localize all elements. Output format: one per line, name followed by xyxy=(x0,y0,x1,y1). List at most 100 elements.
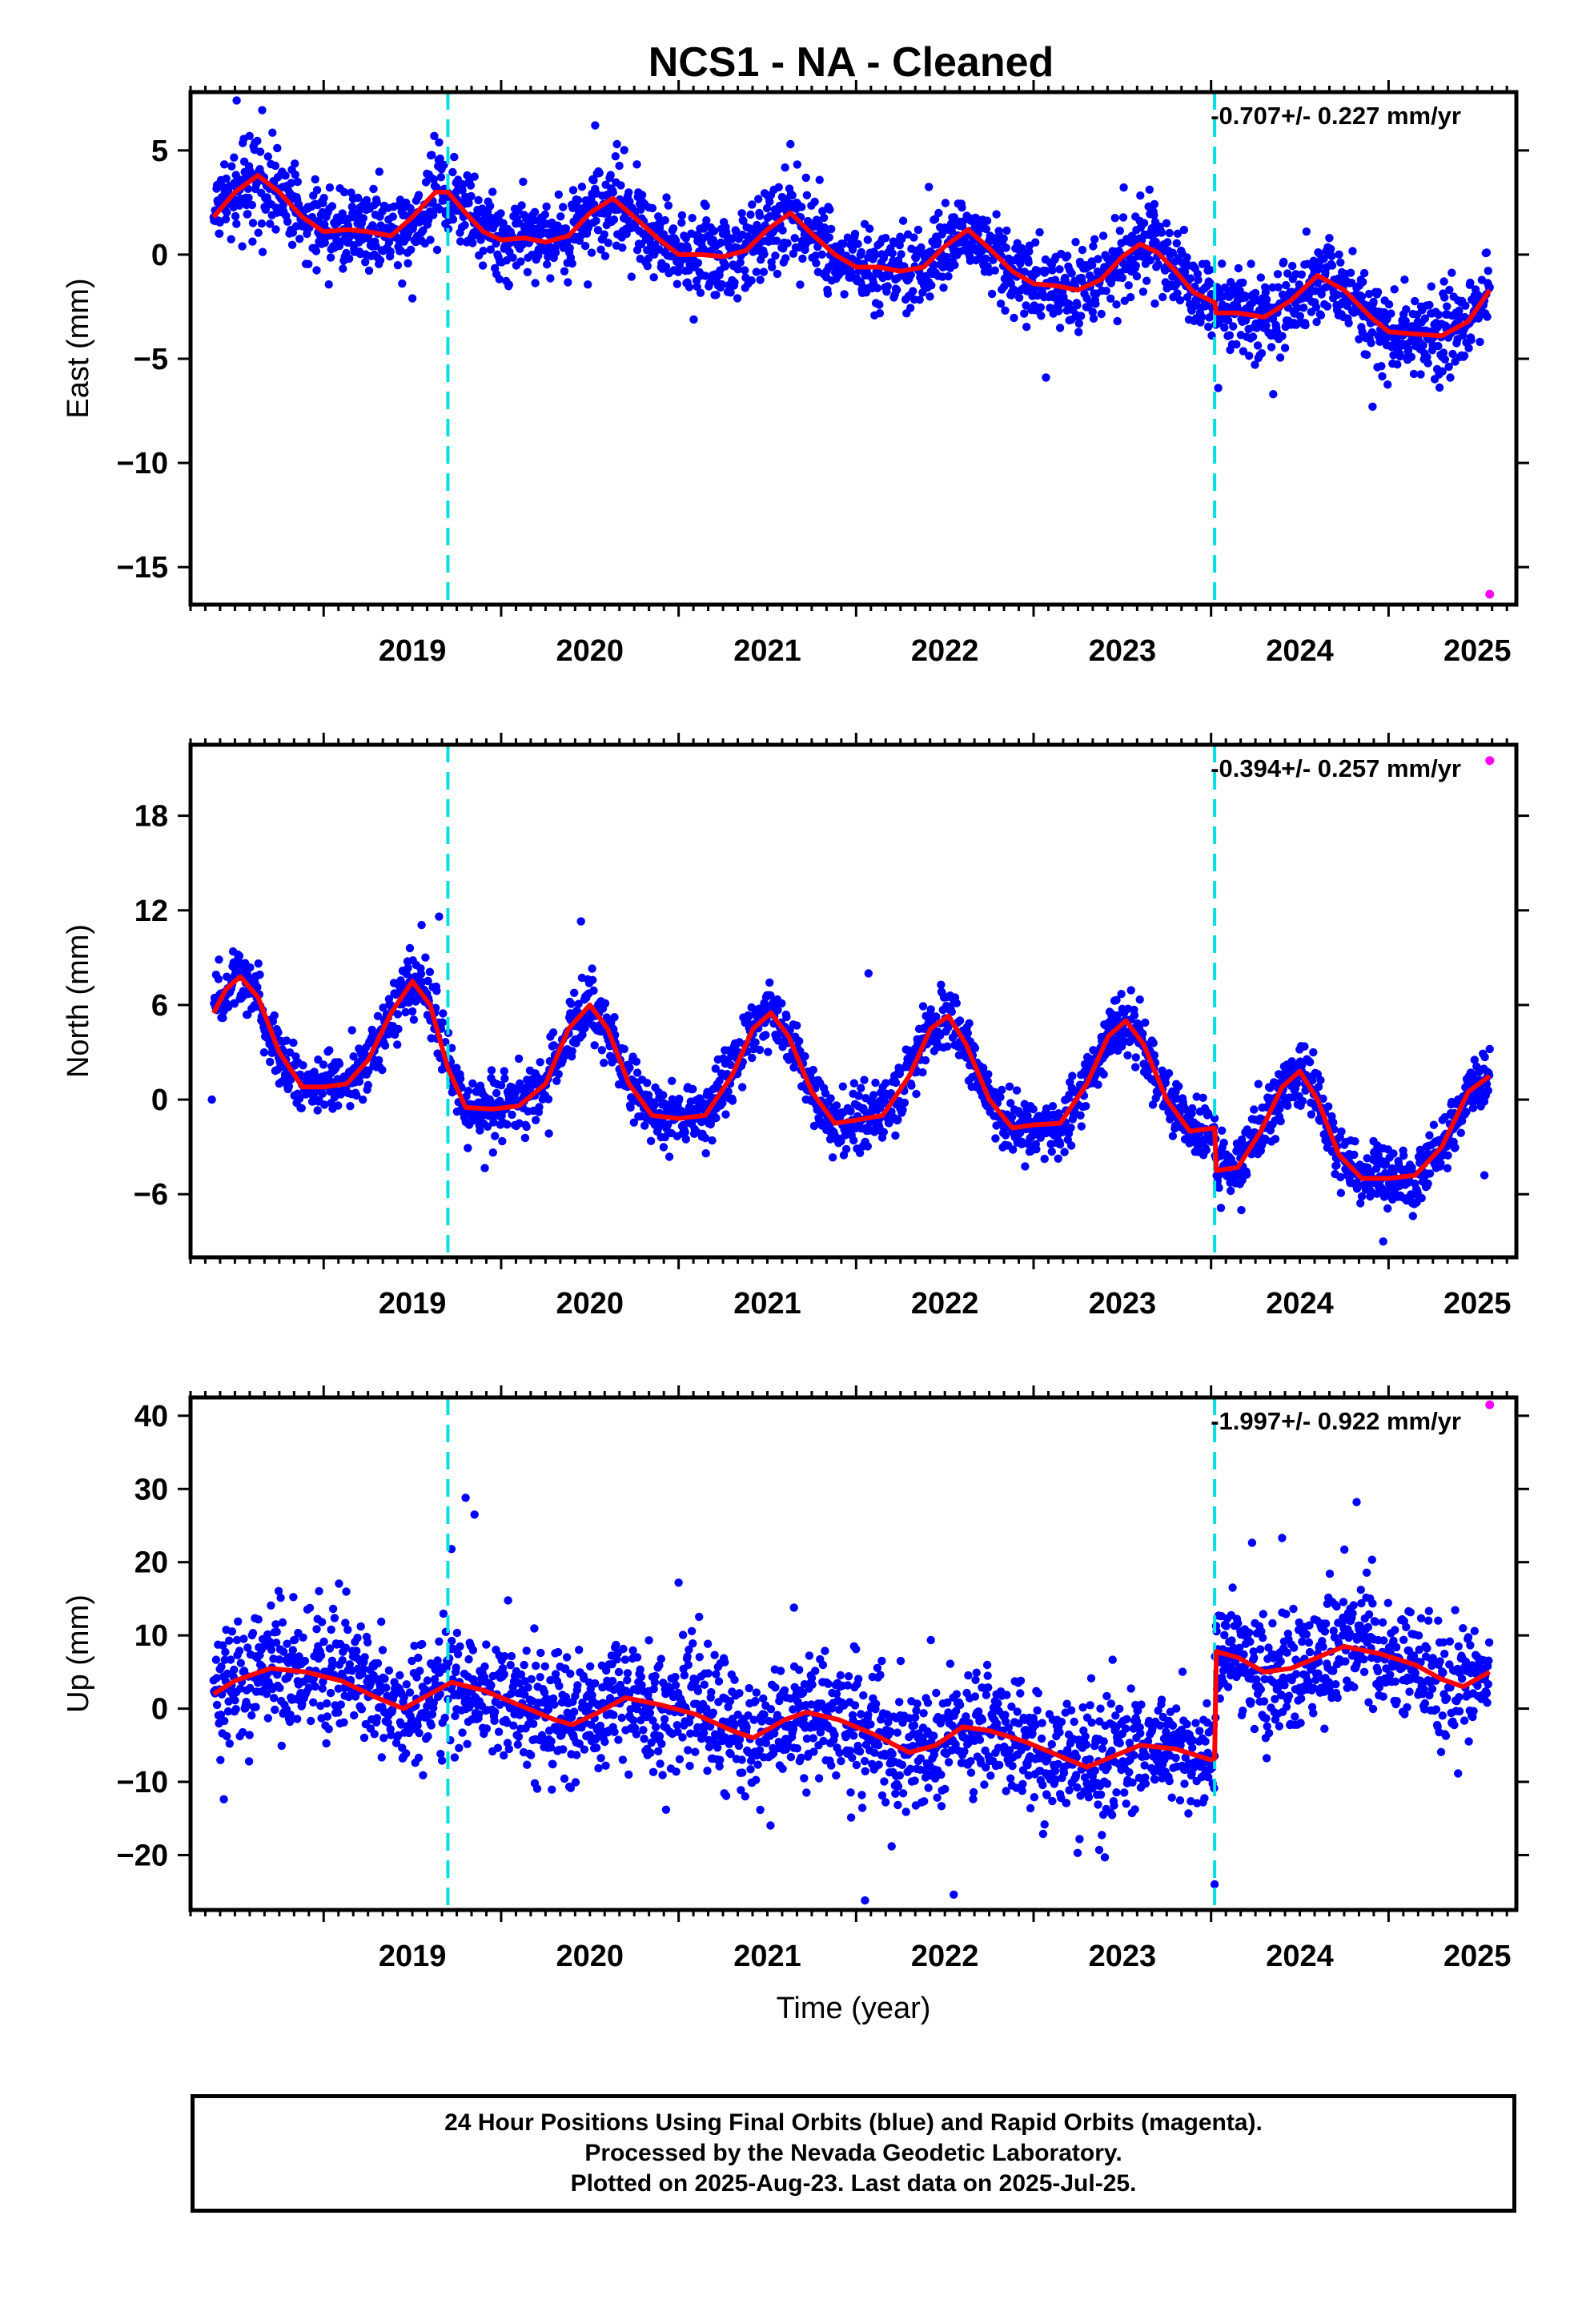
data-point xyxy=(1275,353,1285,362)
data-point xyxy=(460,220,469,230)
data-point xyxy=(708,1136,717,1145)
data-point xyxy=(1309,1047,1318,1057)
data-point xyxy=(1257,348,1267,358)
data-point xyxy=(238,242,247,251)
data-point xyxy=(992,210,1001,219)
data-point xyxy=(531,279,540,287)
data-point xyxy=(270,1011,279,1020)
data-point xyxy=(1377,362,1386,371)
data-point xyxy=(648,203,657,213)
data-point xyxy=(832,1101,841,1110)
data-point xyxy=(1336,1188,1346,1197)
data-point xyxy=(1192,1092,1201,1101)
data-point xyxy=(620,1044,628,1054)
data-point xyxy=(488,1148,497,1157)
data-point xyxy=(815,175,824,184)
data-point xyxy=(712,1113,721,1123)
data-point xyxy=(1206,279,1215,288)
data-point xyxy=(1179,225,1189,235)
data-point xyxy=(996,1092,1005,1102)
data-point xyxy=(688,214,697,223)
data-point xyxy=(1251,360,1259,369)
data-point xyxy=(643,1079,652,1088)
data-point xyxy=(220,160,229,169)
data-point xyxy=(496,1081,506,1090)
data-point xyxy=(616,181,625,190)
data-point xyxy=(1302,227,1311,236)
data-point xyxy=(898,216,908,225)
data-point xyxy=(459,180,468,189)
data-point xyxy=(1247,259,1255,268)
data-point xyxy=(1216,1204,1226,1212)
data-point xyxy=(1256,273,1266,282)
data-point xyxy=(983,1077,992,1086)
data-point xyxy=(1425,1131,1434,1140)
data-point xyxy=(1311,287,1320,296)
data-point xyxy=(1149,1039,1158,1047)
data-point xyxy=(846,1107,855,1116)
data-point xyxy=(1329,1118,1338,1127)
data-point xyxy=(744,1012,753,1021)
data-point xyxy=(1110,214,1119,223)
data-point xyxy=(778,226,787,235)
data-point xyxy=(345,254,354,263)
data-point xyxy=(661,215,669,225)
data-point xyxy=(1253,341,1263,350)
velocity-rate-label-east: -0.707+/- 0.227 mm/yr xyxy=(1211,102,1461,130)
data-point xyxy=(1029,1104,1038,1114)
plot-area-north xyxy=(207,745,1495,1257)
data-point xyxy=(1434,341,1443,351)
data-point xyxy=(1364,289,1374,299)
data-point xyxy=(821,1089,830,1098)
data-point xyxy=(1357,292,1367,301)
data-point xyxy=(486,245,495,254)
data-point xyxy=(913,225,923,235)
data-point xyxy=(1130,1011,1139,1019)
data-point xyxy=(812,259,821,267)
data-point xyxy=(1098,231,1108,240)
data-point xyxy=(248,237,257,246)
data-point xyxy=(508,253,517,262)
data-point xyxy=(646,1136,656,1146)
data-point xyxy=(1378,372,1387,381)
data-point xyxy=(271,161,280,171)
data-point xyxy=(1358,328,1367,336)
data-point xyxy=(1327,244,1335,254)
data-point xyxy=(854,1092,864,1100)
data-point xyxy=(965,1019,974,1028)
data-point xyxy=(1297,270,1307,279)
data-point xyxy=(1419,341,1427,350)
data-point xyxy=(664,1120,673,1129)
data-point xyxy=(355,1077,364,1086)
data-point xyxy=(554,190,563,199)
data-point xyxy=(1439,348,1448,357)
data-point xyxy=(790,234,799,243)
data-point xyxy=(543,260,552,269)
data-point xyxy=(930,215,940,223)
data-point xyxy=(1434,310,1443,320)
data-point xyxy=(1090,235,1099,243)
data-point xyxy=(632,160,641,169)
data-point xyxy=(1025,247,1034,256)
data-point xyxy=(393,261,403,270)
data-point xyxy=(906,304,915,312)
data-point xyxy=(243,210,252,219)
data-point xyxy=(637,191,647,199)
data-point xyxy=(1311,303,1321,312)
data-point xyxy=(589,986,598,995)
data-point xyxy=(978,247,986,255)
data-point xyxy=(689,315,698,324)
data-point xyxy=(819,213,829,223)
data-point xyxy=(796,280,805,289)
data-point xyxy=(984,1070,993,1079)
x-tick-label: 2020 xyxy=(556,634,624,668)
data-point xyxy=(1042,267,1050,275)
data-point xyxy=(1188,1104,1197,1113)
y-axis-east xyxy=(178,149,1529,569)
data-point xyxy=(259,1048,269,1057)
data-point xyxy=(466,181,476,190)
data-point xyxy=(295,235,304,243)
data-point xyxy=(429,175,438,184)
data-point xyxy=(319,194,328,203)
